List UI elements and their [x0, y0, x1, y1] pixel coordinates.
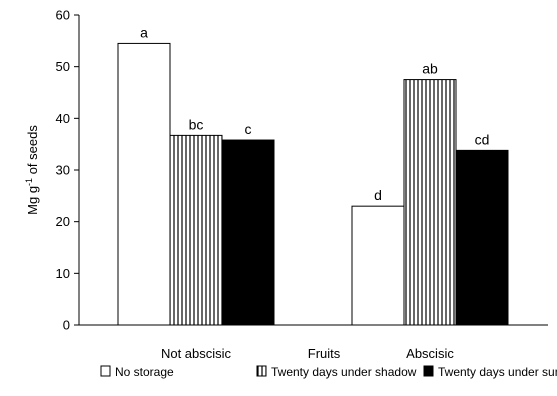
y-tick-label: 40: [56, 111, 70, 126]
y-tick-label: 30: [56, 163, 70, 178]
x-category-label: Not abscisic: [161, 346, 232, 361]
significance-letter: d: [374, 187, 382, 203]
y-axis-title: Mg g-1 of seeds: [24, 125, 40, 215]
significance-letter: a: [140, 24, 148, 40]
legend-swatch: [423, 365, 434, 377]
legend: No storage Twenty days under shadow Twenty…: [100, 365, 557, 379]
bar: [117, 42, 171, 326]
bars: [117, 42, 509, 326]
legend-label: Twenty days under shadow: [271, 365, 417, 379]
legend-label: Twenty days under sun: [438, 365, 557, 379]
y-tick-label: 50: [56, 59, 70, 74]
legend-swatch: [100, 365, 111, 377]
x-category-label: Abscisic: [406, 346, 454, 361]
labels: a bc c Not abscisic d ab cd Abscisic: [140, 24, 489, 361]
y-axis-title-sup: -1: [24, 178, 34, 186]
bar: [455, 149, 509, 326]
x-axis-title: Fruits: [308, 346, 341, 361]
bar: [351, 205, 405, 326]
significance-letter: ab: [422, 61, 438, 77]
significance-letter: bc: [189, 116, 204, 132]
significance-letter: cd: [475, 131, 490, 147]
significance-letter: c: [245, 121, 252, 137]
y-tick-label: 20: [56, 214, 70, 229]
y-tick-label: 10: [56, 266, 70, 281]
bar: [221, 139, 275, 326]
bar: [169, 134, 223, 326]
y-tick-label: 0: [63, 318, 70, 333]
legend-label: No storage: [115, 365, 174, 379]
y-axis-title-main: Mg g: [25, 186, 40, 215]
bar: [403, 79, 457, 326]
y-tick-label: 60: [56, 8, 70, 23]
y-axis-title-tail: of seeds: [25, 125, 40, 178]
legend-swatch: [256, 365, 267, 377]
